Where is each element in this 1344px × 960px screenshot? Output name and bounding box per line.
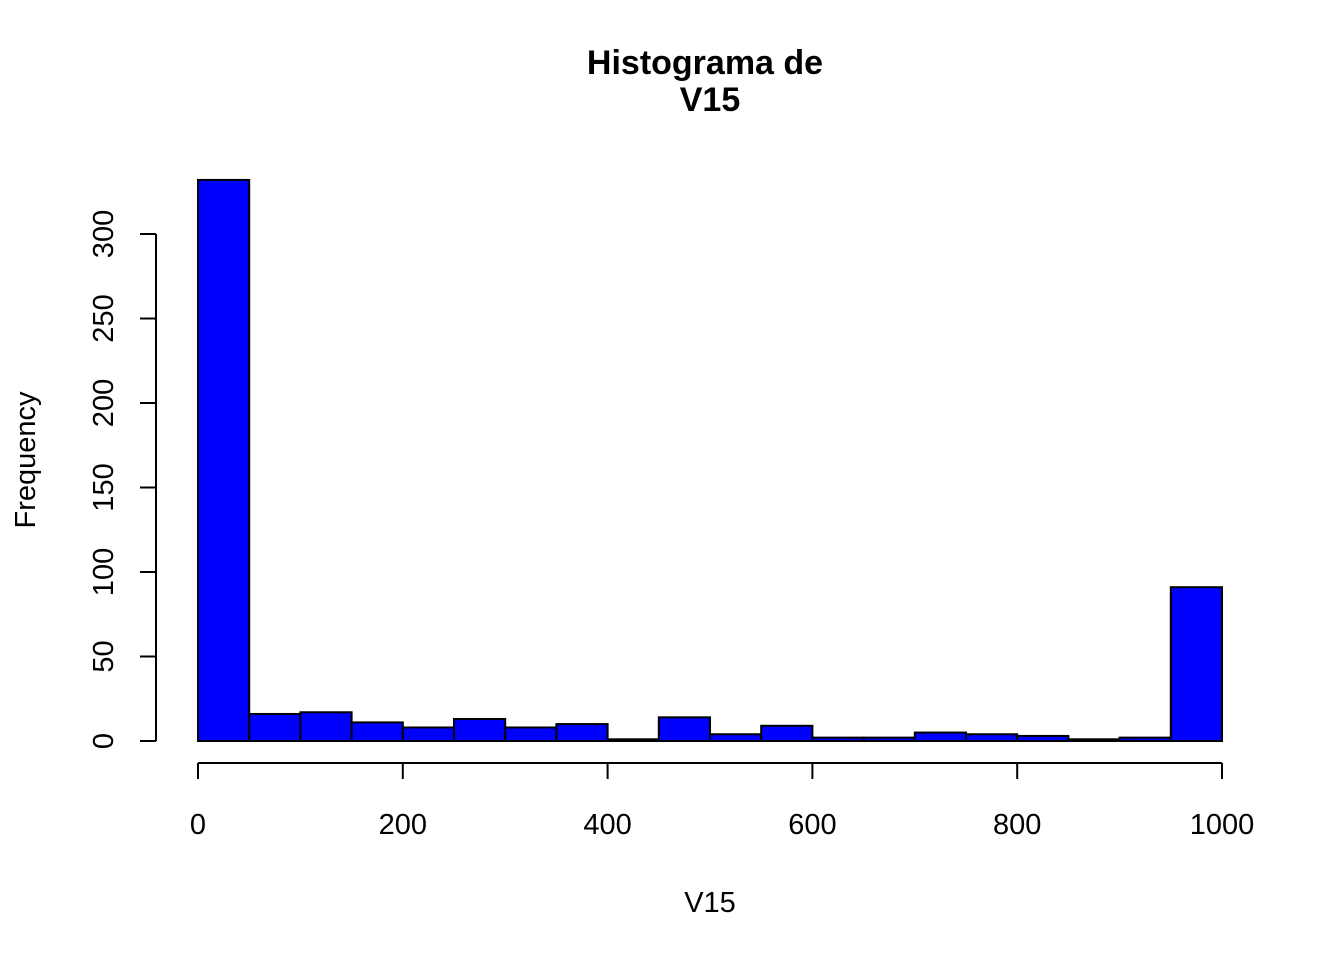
x-tick-label-1: 200 (379, 809, 427, 841)
histogram-bar-5 (453, 718, 507, 743)
histogram-bar-11 (760, 724, 814, 742)
x-tick-label-5: 1000 (1190, 809, 1255, 841)
histogram-bar-1 (248, 712, 302, 743)
x-tick-label-0: 0 (190, 809, 206, 841)
histogram-bar-7 (555, 723, 609, 742)
x-tick-label-2: 400 (583, 809, 631, 841)
histogram-bar-16 (1016, 734, 1070, 742)
histogram-bar-14 (913, 731, 967, 742)
y-tick-label-6: 300 (88, 210, 120, 258)
y-axis-label: Frequency (10, 391, 42, 529)
y-tick-label-0: 0 (88, 733, 120, 749)
chart-title-line-2: V15 (680, 81, 741, 119)
x-axis-label: V15 (684, 887, 736, 919)
chart-title-line-1: Histograma de (587, 44, 823, 82)
bars-group (197, 178, 1224, 743)
y-tick-label-1: 50 (88, 640, 120, 672)
y-tick-label-2: 100 (88, 548, 120, 596)
histogram-bar-9 (657, 716, 711, 743)
y-axis: 0 50 100 150 200 250 300 (88, 210, 157, 749)
histogram-bar-18 (1118, 736, 1172, 742)
histogram-bar-15 (965, 733, 1019, 742)
histogram-bar-3 (350, 721, 404, 742)
y-tick-label-4: 200 (88, 379, 120, 427)
histogram-bar-19 (1169, 586, 1224, 743)
histogram-bar-0 (197, 178, 251, 743)
x-axis: 0 200 400 600 800 1000 (190, 762, 1255, 841)
histogram-bar-13 (862, 736, 916, 742)
histogram-bar-4 (401, 726, 455, 742)
histogram-bar-12 (811, 736, 865, 742)
histogram-bar-17 (1067, 738, 1121, 742)
histogram-bar-2 (299, 711, 353, 743)
histogram-bar-10 (709, 733, 763, 742)
histogram-bar-6 (504, 726, 558, 742)
y-tick-label-5: 250 (88, 294, 120, 342)
x-tick-label-3: 600 (788, 809, 836, 841)
y-tick-label-3: 150 (88, 463, 120, 511)
x-tick-label-4: 800 (993, 809, 1041, 841)
histogram-bar-8 (606, 738, 660, 742)
